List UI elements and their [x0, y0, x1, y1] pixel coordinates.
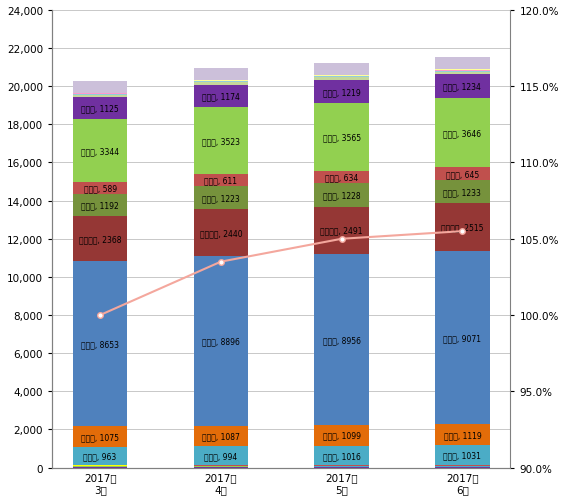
Bar — [315, 207, 369, 255]
Bar — [194, 257, 248, 426]
Text: 東京都, 8956: 東京都, 8956 — [323, 335, 361, 344]
Text: 東京都, 8653: 東京都, 8653 — [81, 340, 119, 349]
Bar — [315, 78, 369, 81]
Bar — [73, 119, 127, 183]
Bar — [435, 424, 490, 445]
Bar — [435, 58, 490, 70]
Bar — [435, 445, 490, 465]
Bar — [73, 98, 127, 119]
Text: 京都府, 611: 京都府, 611 — [204, 176, 237, 185]
Text: 千葉県, 1087: 千葉県, 1087 — [202, 431, 240, 440]
Text: 埼玉県, 994: 埼玉県, 994 — [204, 451, 238, 460]
Bar — [73, 183, 127, 194]
Text: 千葉県, 1119: 千葉県, 1119 — [444, 430, 481, 439]
Text: 埼玉県, 1016: 埼玉県, 1016 — [323, 451, 361, 460]
Text: 京都府, 634: 京都府, 634 — [325, 173, 358, 182]
Bar — [194, 83, 248, 86]
Text: 愛知県, 1192: 愛知県, 1192 — [82, 201, 119, 210]
Text: 神奈川県, 2491: 神奈川県, 2491 — [320, 226, 363, 235]
Bar — [73, 194, 127, 217]
Bar — [194, 69, 248, 81]
Bar — [435, 72, 490, 73]
Bar — [315, 64, 369, 76]
Text: 兵庫県, 1234: 兵庫県, 1234 — [443, 82, 481, 91]
Bar — [73, 94, 127, 95]
Bar — [73, 262, 127, 426]
Text: 京都府, 589: 京都府, 589 — [84, 184, 117, 193]
Bar — [194, 175, 248, 187]
Text: 大阪府, 3565: 大阪府, 3565 — [323, 133, 361, 142]
Bar — [73, 95, 127, 96]
Text: 千葉県, 1075: 千葉県, 1075 — [81, 432, 119, 441]
Text: 神奈川県, 2440: 神奈川県, 2440 — [200, 228, 242, 237]
Bar — [315, 446, 369, 465]
Text: 神奈川県, 2515: 神奈川県, 2515 — [441, 223, 484, 232]
Bar — [315, 425, 369, 446]
Bar — [435, 168, 490, 180]
Bar — [73, 217, 127, 262]
Bar — [194, 82, 248, 83]
Text: 埼玉県, 963: 埼玉県, 963 — [83, 452, 117, 461]
Text: 兵庫県, 1219: 兵庫県, 1219 — [323, 88, 361, 97]
Bar — [315, 104, 369, 172]
Bar — [315, 76, 369, 77]
Bar — [315, 172, 369, 184]
Bar — [315, 81, 369, 104]
Text: 埼玉県, 1031: 埼玉県, 1031 — [443, 451, 481, 460]
Bar — [73, 426, 127, 447]
Bar — [315, 77, 369, 78]
Bar — [194, 426, 248, 446]
Bar — [435, 99, 490, 168]
Text: 東京都, 8896: 東京都, 8896 — [202, 337, 240, 346]
Text: 愛知県, 1228: 愛知県, 1228 — [323, 191, 361, 200]
Bar — [315, 184, 369, 207]
Bar — [73, 82, 127, 94]
Text: 大阪府, 3344: 大阪府, 3344 — [81, 147, 119, 156]
Text: 東京都, 9071: 東京都, 9071 — [443, 333, 482, 342]
Text: 大阪府, 3523: 大阪府, 3523 — [202, 137, 240, 146]
Bar — [73, 96, 127, 98]
Text: 大阪府, 3646: 大阪府, 3646 — [443, 129, 482, 138]
Bar — [194, 187, 248, 210]
Bar — [194, 108, 248, 175]
Bar — [435, 252, 490, 424]
Text: 兵庫県, 1125: 兵庫県, 1125 — [82, 104, 119, 113]
Text: 兵庫県, 1174: 兵庫県, 1174 — [202, 92, 240, 101]
Text: 神奈川県, 2368: 神奈川県, 2368 — [79, 235, 121, 244]
Bar — [315, 255, 369, 425]
Text: 愛知県, 1223: 愛知県, 1223 — [202, 194, 240, 203]
Text: 千葉県, 1099: 千葉県, 1099 — [323, 431, 361, 440]
Bar — [435, 204, 490, 252]
Text: 京都府, 645: 京都府, 645 — [446, 170, 479, 179]
Bar — [194, 446, 248, 465]
Bar — [435, 180, 490, 204]
Bar — [194, 210, 248, 257]
Bar — [435, 71, 490, 72]
Bar — [435, 466, 490, 467]
Bar — [435, 73, 490, 75]
Bar — [73, 447, 127, 465]
Bar — [194, 86, 248, 108]
Bar — [435, 75, 490, 99]
Bar — [315, 466, 369, 467]
Text: 愛知県, 1233: 愛知県, 1233 — [443, 187, 481, 196]
